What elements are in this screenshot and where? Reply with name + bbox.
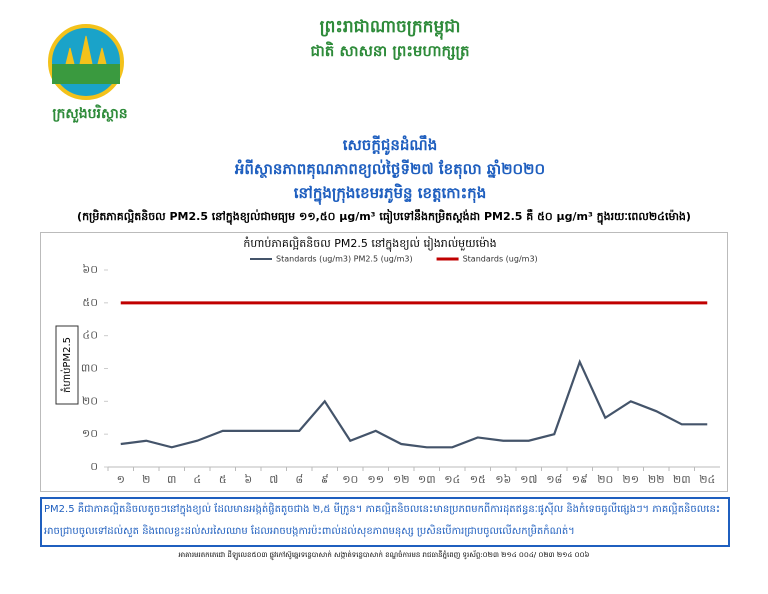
y-axis-label: កំហាប់PM2.5 bbox=[60, 337, 73, 393]
x-tick-label: ២១ bbox=[622, 473, 639, 486]
x-tick-label: ៧ bbox=[269, 473, 278, 486]
legend-label: Standards (ug/m3) PM2.5 (ug/m3) bbox=[276, 255, 413, 264]
notice-summary: (កម្រិតភាគល្អិតនិចល PM2.5 នៅក្នុងខ្យល់ជា… bbox=[77, 210, 691, 223]
x-tick-label: ១៥ bbox=[470, 473, 486, 486]
x-tick-label: ១៨ bbox=[546, 473, 562, 486]
footnote: PM2.5 គឺជាភាគល្អិតនិចលតូចៗនៅក្នុងខ្យល់ ដ… bbox=[40, 497, 730, 547]
x-tick-label: ១៧ bbox=[520, 473, 537, 486]
logo bbox=[48, 24, 124, 100]
x-tick-label: ២០ bbox=[597, 473, 613, 486]
x-tick-label: ១៤ bbox=[444, 473, 460, 486]
series-line bbox=[120, 358, 708, 449]
notice-title: សេចក្តីជូនដំណឹង bbox=[342, 136, 438, 154]
ministry: ក្រសួងបរិស្ថាន bbox=[52, 106, 128, 122]
x-tick-label: ២ bbox=[142, 473, 150, 486]
x-tick-label: ២២ bbox=[648, 473, 665, 486]
x-tick-label: ១០ bbox=[342, 473, 358, 486]
notice-subject: អំពីស្ថានភាពគុណភាពខ្យល់ថ្ងៃទី២៧ ខែតុលា ឆ… bbox=[234, 160, 546, 178]
x-tick-label: ១៦ bbox=[495, 473, 511, 486]
kingdom: ព្រះរាជាណាចក្រកម្ពុជា bbox=[319, 17, 461, 37]
y-label-box bbox=[55, 325, 79, 405]
y-tick-label: ១០ bbox=[82, 427, 98, 440]
motto: ជាតិ សាសនា ព្រះមហាក្សត្រ bbox=[310, 42, 470, 60]
y-tick-label: ៥០ bbox=[82, 296, 98, 309]
y-tick-label: ៣០ bbox=[81, 362, 98, 375]
x-tick-label: ៣ bbox=[167, 473, 176, 486]
x-tick-label: ១១ bbox=[367, 473, 384, 486]
x-tick-label: ៩ bbox=[321, 473, 329, 486]
chart-title: កំហាប់ភាគល្អិតនិចល PM2.5 នៅក្នុងខ្យល់ រៀ… bbox=[243, 236, 496, 252]
notice-location: នៅក្នុងក្រុងខេមរភូមិន្ទ ខេត្តកោះកុង bbox=[293, 184, 487, 202]
x-tick-label: ១ bbox=[117, 473, 125, 486]
chart: កំហាប់ភាគល្អិតនិចល PM2.5 នៅក្នុងខ្យល់ រៀ… bbox=[40, 232, 728, 492]
x-tick-label: ៤ bbox=[193, 473, 201, 486]
x-tick-label: ១៩ bbox=[572, 473, 588, 486]
x-tick-label: ២៣ bbox=[673, 473, 691, 486]
x-tick-label: ១៣ bbox=[418, 473, 436, 486]
legend-label: Standards (ug/m3) bbox=[463, 255, 538, 264]
x-tick-label: ២៤ bbox=[699, 473, 715, 486]
chart-frame bbox=[40, 232, 728, 492]
x-tick-label: ៥ bbox=[219, 473, 227, 486]
x-tick-label: ៨ bbox=[295, 473, 303, 486]
y-tick-label: ០ bbox=[90, 460, 98, 473]
y-tick-label: ៤០ bbox=[82, 329, 98, 342]
address: អាគារមរតកតេជោ ដីឡូលេខ៥០៣ ផ្លូវកៅស៊ូឆ្នេរ… bbox=[178, 551, 590, 559]
x-tick-label: ១២ bbox=[393, 473, 410, 486]
x-tick-label: ៦ bbox=[244, 473, 252, 486]
y-tick-label: ២០ bbox=[82, 394, 98, 407]
y-tick-label: ៦០ bbox=[82, 263, 98, 276]
